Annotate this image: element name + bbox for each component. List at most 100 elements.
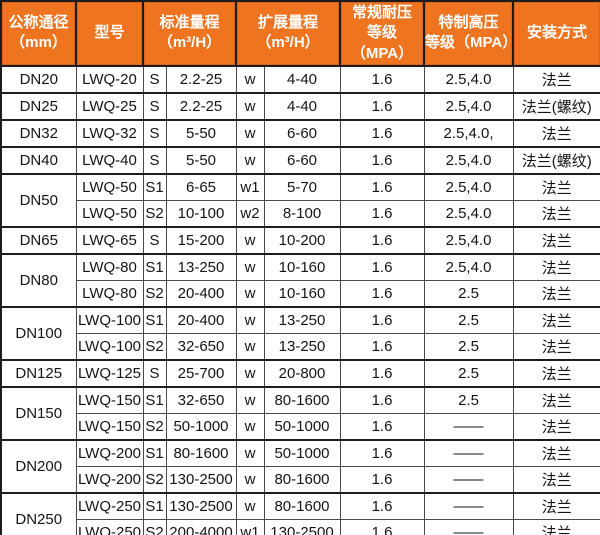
- cell-s: S2: [142, 279, 167, 308]
- cell-model: LWQ-200: [75, 465, 144, 494]
- cell-normal-pressure: 1.6: [339, 199, 425, 228]
- header-diameter-line2: （mm）: [10, 34, 67, 52]
- table-row: DN25 LWQ-25 S 2.2-25 w 4-40 1.6 2.5,4.0 …: [0, 91, 600, 121]
- cell-std-range: 20-400: [165, 305, 237, 334]
- cell-model: LWQ-40: [75, 145, 144, 175]
- cell-normal-pressure: 1.6: [339, 332, 425, 361]
- cell-normal-pressure: 1.6: [339, 64, 425, 94]
- cell-ext-range: 130-2500: [263, 518, 341, 535]
- cell-s: S1: [142, 438, 167, 467]
- cell-ext-range: 4-40: [263, 91, 341, 121]
- table-row: LWQ-250 S2 200-4000 w1 130-2500 1.6 —— 法…: [1, 518, 600, 535]
- cell-high-pressure: 2.5: [423, 279, 514, 308]
- cell-model: LWQ-80: [75, 279, 144, 308]
- header-extended-range: 扩展量程 （m³/H）: [235, 0, 341, 67]
- cell-model: LWQ-50: [75, 172, 144, 201]
- cell-install: 法兰: [512, 465, 600, 494]
- cell-model: LWQ-20: [75, 64, 144, 94]
- cell-high-pressure: ——: [423, 465, 514, 494]
- cell-normal-pressure: 1.6: [339, 252, 425, 281]
- cell-normal-pressure: 1.6: [339, 305, 425, 334]
- cell-install: 法兰: [512, 412, 600, 441]
- cell-ext-range: 80-1600: [263, 385, 341, 414]
- cell-dn: DN250: [0, 491, 77, 535]
- cell-s: S: [142, 358, 167, 388]
- cell-install: 法兰: [512, 64, 600, 94]
- cell-w: w: [235, 118, 265, 148]
- cell-std-range: 130-2500: [165, 491, 237, 520]
- cell-install: 法兰: [512, 491, 600, 520]
- cell-install: 法兰: [512, 118, 600, 148]
- cell-s: S1: [142, 172, 167, 201]
- cell-s: S1: [142, 491, 167, 520]
- cell-w: w: [235, 279, 265, 308]
- cell-dn: DN200: [0, 438, 77, 494]
- cell-w: w: [235, 305, 265, 334]
- table-row: DN20 LWQ-20 S 2.2-25 w 4-40 1.6 2.5,4.0 …: [0, 64, 600, 94]
- cell-install: 法兰: [512, 332, 600, 361]
- cell-std-range: 5-50: [165, 118, 237, 148]
- header-extended-range-line1: 扩展量程: [257, 14, 318, 32]
- cell-dn: DN32: [0, 118, 77, 148]
- table-row: DN150 LWQ-150 S1 32-650 w 80-1600 1.6 2.…: [0, 385, 600, 441]
- cell-normal-pressure: 1.6: [339, 518, 425, 535]
- cell-high-pressure: 2.5,4.0,: [423, 118, 514, 148]
- cell-dn: DN20: [0, 64, 77, 94]
- cell-ext-range: 20-800: [263, 358, 341, 388]
- header-normal-pressure-line2: 等级（MPA）: [350, 24, 414, 62]
- header-standard-range: 标准量程 （m³/H）: [142, 0, 237, 67]
- table-row: LWQ-80 S2 20-400 w 10-160 1.6 2.5 法兰: [1, 279, 600, 308]
- cell-normal-pressure: 1.6: [339, 385, 425, 414]
- cell-model: LWQ-32: [75, 118, 144, 148]
- cell-high-pressure: ——: [423, 518, 514, 535]
- header-row: 公称通径 （mm） 型号 标准量程 （m³/H） 扩展量程 （m³/H） 常规耐…: [0, 0, 600, 67]
- header-extended-range-line2: （m³/H）: [256, 34, 320, 52]
- cell-high-pressure: 2.5,4.0: [423, 145, 514, 175]
- cell-high-pressure: ——: [423, 491, 514, 520]
- cell-std-range: 6-65: [165, 172, 237, 201]
- cell-w: w: [235, 358, 265, 388]
- cell-std-range: 50-1000: [165, 412, 237, 441]
- cell-w: w1: [235, 172, 265, 201]
- cell-std-range: 15-200: [165, 225, 237, 255]
- cell-s: S: [142, 145, 167, 175]
- table-row: DN50 LWQ-50 S1 6-65 w1 5-70 1.6 2.5,4.0 …: [0, 172, 600, 228]
- cell-s: S1: [142, 385, 167, 414]
- header-installation: 安装方式: [512, 0, 600, 67]
- header-standard-range-line1: 标准量程: [159, 14, 220, 32]
- cell-high-pressure: 2.5,4.0: [423, 172, 514, 201]
- cell-s: S1: [142, 252, 167, 281]
- table-row: DN200 LWQ-200 S1 80-1600 w 50-1000 1.6 —…: [0, 438, 600, 494]
- cell-model: LWQ-150: [75, 385, 144, 414]
- cell-model: LWQ-100: [75, 305, 144, 334]
- cell-install: 法兰(螺纹): [512, 145, 600, 175]
- table-row: DN65 LWQ-65 S 15-200 w 10-200 1.6 2.5,4.…: [0, 225, 600, 255]
- cell-model: LWQ-65: [75, 225, 144, 255]
- cell-install: 法兰: [512, 438, 600, 467]
- cell-std-range: 10-100: [165, 199, 237, 228]
- cell-install: 法兰: [512, 358, 600, 388]
- cell-dn: DN50: [0, 172, 77, 228]
- cell-install: 法兰: [512, 225, 600, 255]
- cell-high-pressure: 2.5: [423, 358, 514, 388]
- cell-high-pressure: 2.5,4.0: [423, 64, 514, 94]
- cell-normal-pressure: 1.6: [339, 438, 425, 467]
- cell-dn: DN65: [0, 225, 77, 255]
- cell-dn: DN150: [0, 385, 77, 441]
- cell-ext-range: 13-250: [263, 332, 341, 361]
- cell-w: w: [235, 225, 265, 255]
- cell-normal-pressure: 1.6: [339, 279, 425, 308]
- cell-normal-pressure: 1.6: [339, 91, 425, 121]
- cell-w: w: [235, 145, 265, 175]
- cell-install: 法兰: [512, 305, 600, 334]
- cell-w: w: [235, 491, 265, 520]
- cell-w: w2: [235, 199, 265, 228]
- cell-model: LWQ-125: [75, 358, 144, 388]
- table-row: LWQ-50 S2 10-100 w2 8-100 1.6 2.5,4.0 法兰: [1, 199, 600, 228]
- cell-normal-pressure: 1.6: [339, 465, 425, 494]
- cell-ext-range: 10-160: [263, 279, 341, 308]
- cell-s: S2: [142, 518, 167, 535]
- cell-dn: DN125: [0, 358, 77, 388]
- cell-dn: DN25: [0, 91, 77, 121]
